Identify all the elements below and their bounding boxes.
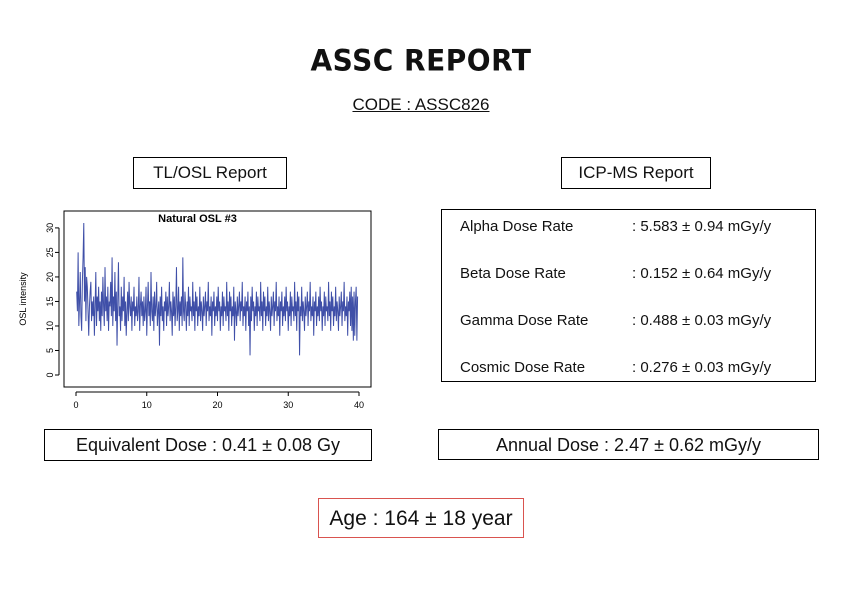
dose-label: Gamma Dose Rate	[460, 312, 589, 329]
y-tick-label: 10	[45, 321, 55, 331]
x-tick-label: 10	[142, 400, 152, 410]
y-tick-label: 15	[45, 296, 55, 306]
dose-value: : 0.276 ± 0.03 mGy/y	[632, 359, 772, 376]
dose-row-gamma: Gamma Dose Rate : 0.488 ± 0.03 mGy/y	[460, 311, 810, 331]
x-tick-label: 40	[354, 400, 364, 410]
annual-dose-box: Annual Dose : 2.47 ± 0.62 mGy/y	[438, 429, 819, 460]
y-axis-label: OSL intensity	[18, 272, 28, 326]
dose-row-alpha: Alpha Dose Rate : 5.583 ± 0.94 mGy/y	[460, 217, 810, 237]
report-code: CODE : ASSC826	[352, 95, 490, 114]
report-title: ASSC REPORT	[310, 43, 532, 78]
icp-ms-section-label: ICP-MS Report	[561, 157, 711, 189]
osl-series-line	[76, 222, 359, 356]
y-tick-label: 30	[45, 223, 55, 233]
dose-rate-table: Alpha Dose Rate : 5.583 ± 0.94 mGy/y Bet…	[441, 209, 816, 382]
y-tick-label: 20	[45, 272, 55, 282]
equivalent-dose-box: Equivalent Dose : 0.41 ± 0.08 Gy	[44, 429, 372, 461]
age-result-box: Age : 164 ± 18 year	[318, 498, 524, 538]
y-tick-label: 5	[45, 348, 55, 353]
plot-frame	[63, 210, 372, 388]
dose-value: : 5.583 ± 0.94 mGy/y	[632, 218, 772, 235]
tl-osl-section-label: TL/OSL Report	[133, 157, 287, 189]
dose-value: : 0.488 ± 0.03 mGy/y	[632, 312, 772, 329]
chart-title: Natural OSL #3	[158, 213, 237, 225]
dose-label: Beta Dose Rate	[460, 265, 566, 282]
dose-value: : 0.152 ± 0.64 mGy/y	[632, 265, 772, 282]
x-tick-label: 20	[212, 400, 222, 410]
x-tick-label: 0	[73, 400, 78, 410]
osl-chart: 0 10 20 30 40 0 5 10 15 20 25 30 OSL intensity Natura…	[18, 210, 372, 410]
y-tick-label: 0	[45, 372, 55, 377]
dose-label: Cosmic Dose Rate	[460, 359, 586, 376]
dose-row-beta: Beta Dose Rate : 0.152 ± 0.64 mGy/y	[460, 264, 810, 284]
dose-row-cosmic: Cosmic Dose Rate : 0.276 ± 0.03 mGy/y	[460, 358, 810, 378]
y-tick-label: 25	[45, 247, 55, 257]
x-tick-label: 30	[283, 400, 293, 410]
dose-label: Alpha Dose Rate	[460, 218, 574, 235]
